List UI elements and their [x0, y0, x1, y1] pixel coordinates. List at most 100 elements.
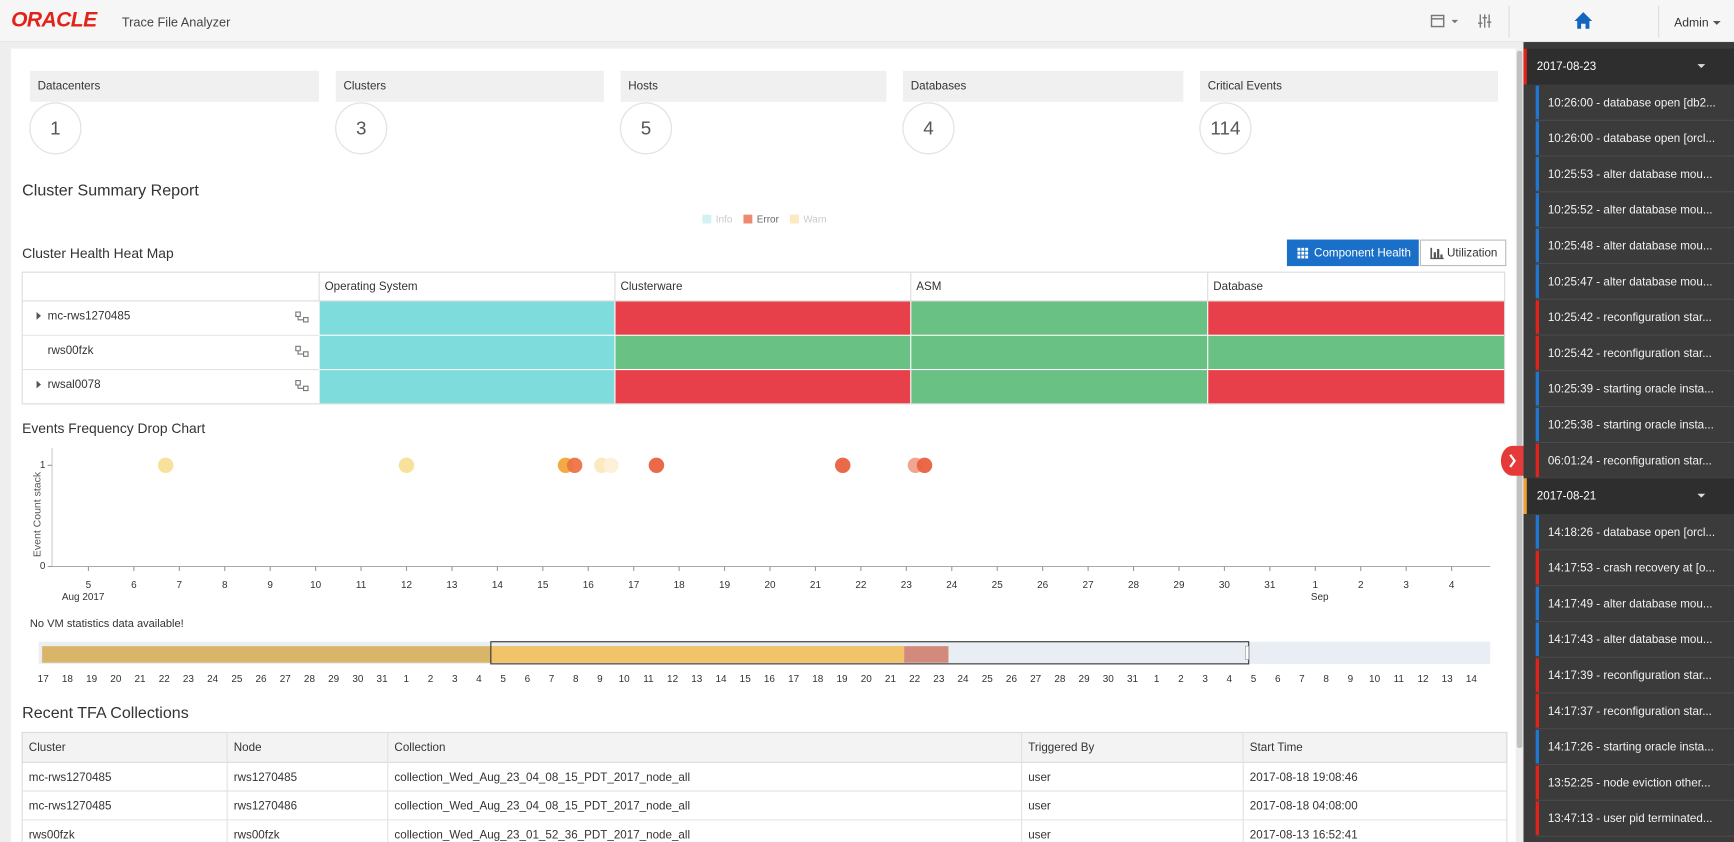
navigator-tick-label: 21 [885, 674, 897, 685]
event-item[interactable]: 10:25:42 - reconfiguration star... [1548, 311, 1712, 324]
collections-cell[interactable]: rws1270485 [234, 771, 297, 784]
x-tick-label: 12 [401, 580, 413, 591]
collections-cell[interactable]: rws00fzk [234, 828, 280, 841]
collections-column-header: Triggered By [1028, 741, 1094, 754]
collections-cell[interactable]: 2017-08-18 04:08:00 [1250, 800, 1358, 813]
event-item-marker [1535, 586, 1539, 621]
heatmap-cell[interactable] [1208, 301, 1505, 335]
heatmap-cell[interactable] [319, 370, 615, 404]
event-group-date[interactable]: 2017-08-23 [1537, 60, 1596, 73]
event-item[interactable]: 14:17:53 - crash recovery at [o... [1548, 562, 1715, 575]
topology-icon[interactable] [295, 380, 309, 392]
event-drop[interactable] [916, 457, 933, 474]
heatmap-row-name[interactable]: rws00fzk [48, 344, 94, 357]
heatmap-cell[interactable] [615, 335, 911, 369]
event-item[interactable]: 14:17:49 - alter database mou... [1548, 597, 1713, 610]
collections-cell[interactable]: mc-rws1270485 [29, 771, 112, 784]
event-item[interactable]: 10:25:47 - alter database mou... [1548, 275, 1713, 288]
collections-cell[interactable]: 2017-08-13 16:52:41 [1250, 828, 1358, 841]
app-name: Trace File Analyzer [122, 15, 231, 30]
button-icon [1305, 255, 1309, 259]
heatmap-cell[interactable] [615, 370, 911, 404]
topology-icon[interactable] [295, 311, 309, 323]
collections-cell[interactable]: rws00fzk [29, 828, 75, 841]
event-drop[interactable] [157, 457, 174, 474]
event-item[interactable]: 14:17:43 - alter database mou... [1548, 633, 1713, 646]
user-menu[interactable]: Admin [1674, 15, 1708, 29]
collections-cell[interactable]: rws1270486 [234, 800, 297, 813]
event-item[interactable]: 10:25:42 - reconfiguration star... [1548, 347, 1712, 360]
settings-icon[interactable] [1478, 14, 1492, 28]
x-tick-label: 31 [1264, 580, 1276, 591]
scroll-thumb[interactable] [1516, 50, 1523, 748]
toggle-button-label[interactable]: Component Health [1314, 246, 1411, 259]
event-item[interactable]: 10:25:52 - alter database mou... [1548, 204, 1713, 217]
section-title: Cluster Summary Report [22, 182, 199, 200]
expand-caret[interactable] [36, 380, 41, 389]
toggle-button-label[interactable]: Utilization [1447, 246, 1497, 259]
sidebar-toggle[interactable] [1500, 445, 1524, 476]
button-icon [1440, 254, 1443, 259]
event-item[interactable]: 14:18:26 - database open [orcl... [1548, 526, 1715, 539]
event-drop[interactable] [603, 457, 619, 474]
heatmap-cell[interactable] [615, 301, 911, 335]
user-menu-caret[interactable] [1712, 21, 1721, 25]
collections-cell[interactable]: user [1028, 828, 1051, 841]
button-icon [1297, 255, 1301, 259]
event-item-marker [1535, 228, 1539, 263]
navigator-handle[interactable] [1245, 645, 1250, 660]
event-item[interactable]: 13:47:13 - user pid terminated... [1548, 812, 1713, 825]
heatmap-cell[interactable] [319, 335, 615, 369]
navigator-tick-label: 8 [1323, 674, 1329, 685]
event-group-header[interactable] [1523, 478, 1734, 514]
collections-cell[interactable]: collection_Wed_Aug_23_04_08_15_PDT_2017_… [394, 771, 690, 784]
heatmap-cell[interactable] [911, 370, 1208, 404]
x-tick-label: 30 [1219, 580, 1231, 591]
heatmap-cell[interactable] [1208, 370, 1505, 404]
event-item[interactable]: 06:01:24 - reconfiguration star... [1548, 454, 1712, 467]
stat-card-header [29, 70, 320, 102]
collections-cell[interactable]: 2017-08-18 19:08:46 [1250, 771, 1358, 784]
navigator-tick-label: 22 [159, 674, 171, 685]
event-group-header[interactable] [1523, 48, 1734, 85]
event-item[interactable]: 10:26:00 - database open [orcl... [1548, 132, 1715, 145]
event-item[interactable]: 10:26:00 - database open [db2... [1548, 96, 1716, 109]
collections-cell[interactable]: mc-rws1270485 [29, 800, 112, 813]
event-item[interactable]: 10:25:38 - starting oracle insta... [1548, 418, 1714, 431]
stat-circle [619, 102, 673, 155]
heatmap-cell[interactable] [319, 301, 615, 335]
heatmap-cell[interactable] [911, 301, 1208, 335]
event-item[interactable]: 14:17:39 - reconfiguration star... [1548, 669, 1712, 682]
collections-cell[interactable]: collection_Wed_Aug_23_04_08_15_PDT_2017_… [394, 800, 690, 813]
event-drop[interactable] [398, 457, 415, 474]
event-item[interactable]: 14:17:26 - starting oracle insta... [1548, 741, 1714, 754]
chart-title: Events Frequency Drop Chart [22, 420, 205, 436]
heatmap-cell[interactable] [1208, 335, 1505, 369]
button-icon [1433, 252, 1436, 259]
heatmap-cell[interactable] [911, 335, 1208, 369]
heatmap-row-name[interactable]: rwsal0078 [48, 378, 101, 391]
event-item[interactable]: 10:25:48 - alter database mou... [1548, 240, 1713, 253]
expand-caret[interactable] [36, 312, 41, 320]
home-icon[interactable] [1574, 12, 1593, 29]
topology-icon[interactable] [295, 345, 309, 357]
collapse-caret[interactable] [1697, 64, 1706, 69]
navigator-tick-label: 6 [1275, 674, 1281, 685]
event-item[interactable]: 10:25:53 - alter database mou... [1548, 168, 1713, 181]
toggle-button[interactable] [1286, 239, 1419, 267]
collections-cell[interactable]: user [1028, 771, 1051, 784]
collapse-caret[interactable] [1697, 493, 1706, 498]
calendar-icon[interactable] [1430, 14, 1459, 28]
event-drop[interactable] [834, 457, 851, 474]
event-item[interactable]: 10:25:39 - starting oracle insta... [1548, 383, 1714, 396]
event-drop[interactable] [566, 457, 583, 474]
event-item[interactable]: 14:17:37 - reconfiguration star... [1548, 705, 1712, 718]
collections-cell[interactable]: user [1028, 800, 1051, 813]
event-group-date[interactable]: 2017-08-21 [1537, 490, 1596, 503]
heatmap-column-header: ASM [916, 280, 941, 293]
event-drop[interactable] [648, 457, 665, 474]
collections-cell[interactable]: collection_Wed_Aug_23_01_52_36_PDT_2017_… [394, 828, 690, 841]
event-item[interactable]: 13:52:25 - node eviction other... [1548, 776, 1711, 789]
navigator-tick-label: 3 [1202, 674, 1208, 685]
heatmap-row-name[interactable]: mc-rws1270485 [48, 310, 131, 323]
